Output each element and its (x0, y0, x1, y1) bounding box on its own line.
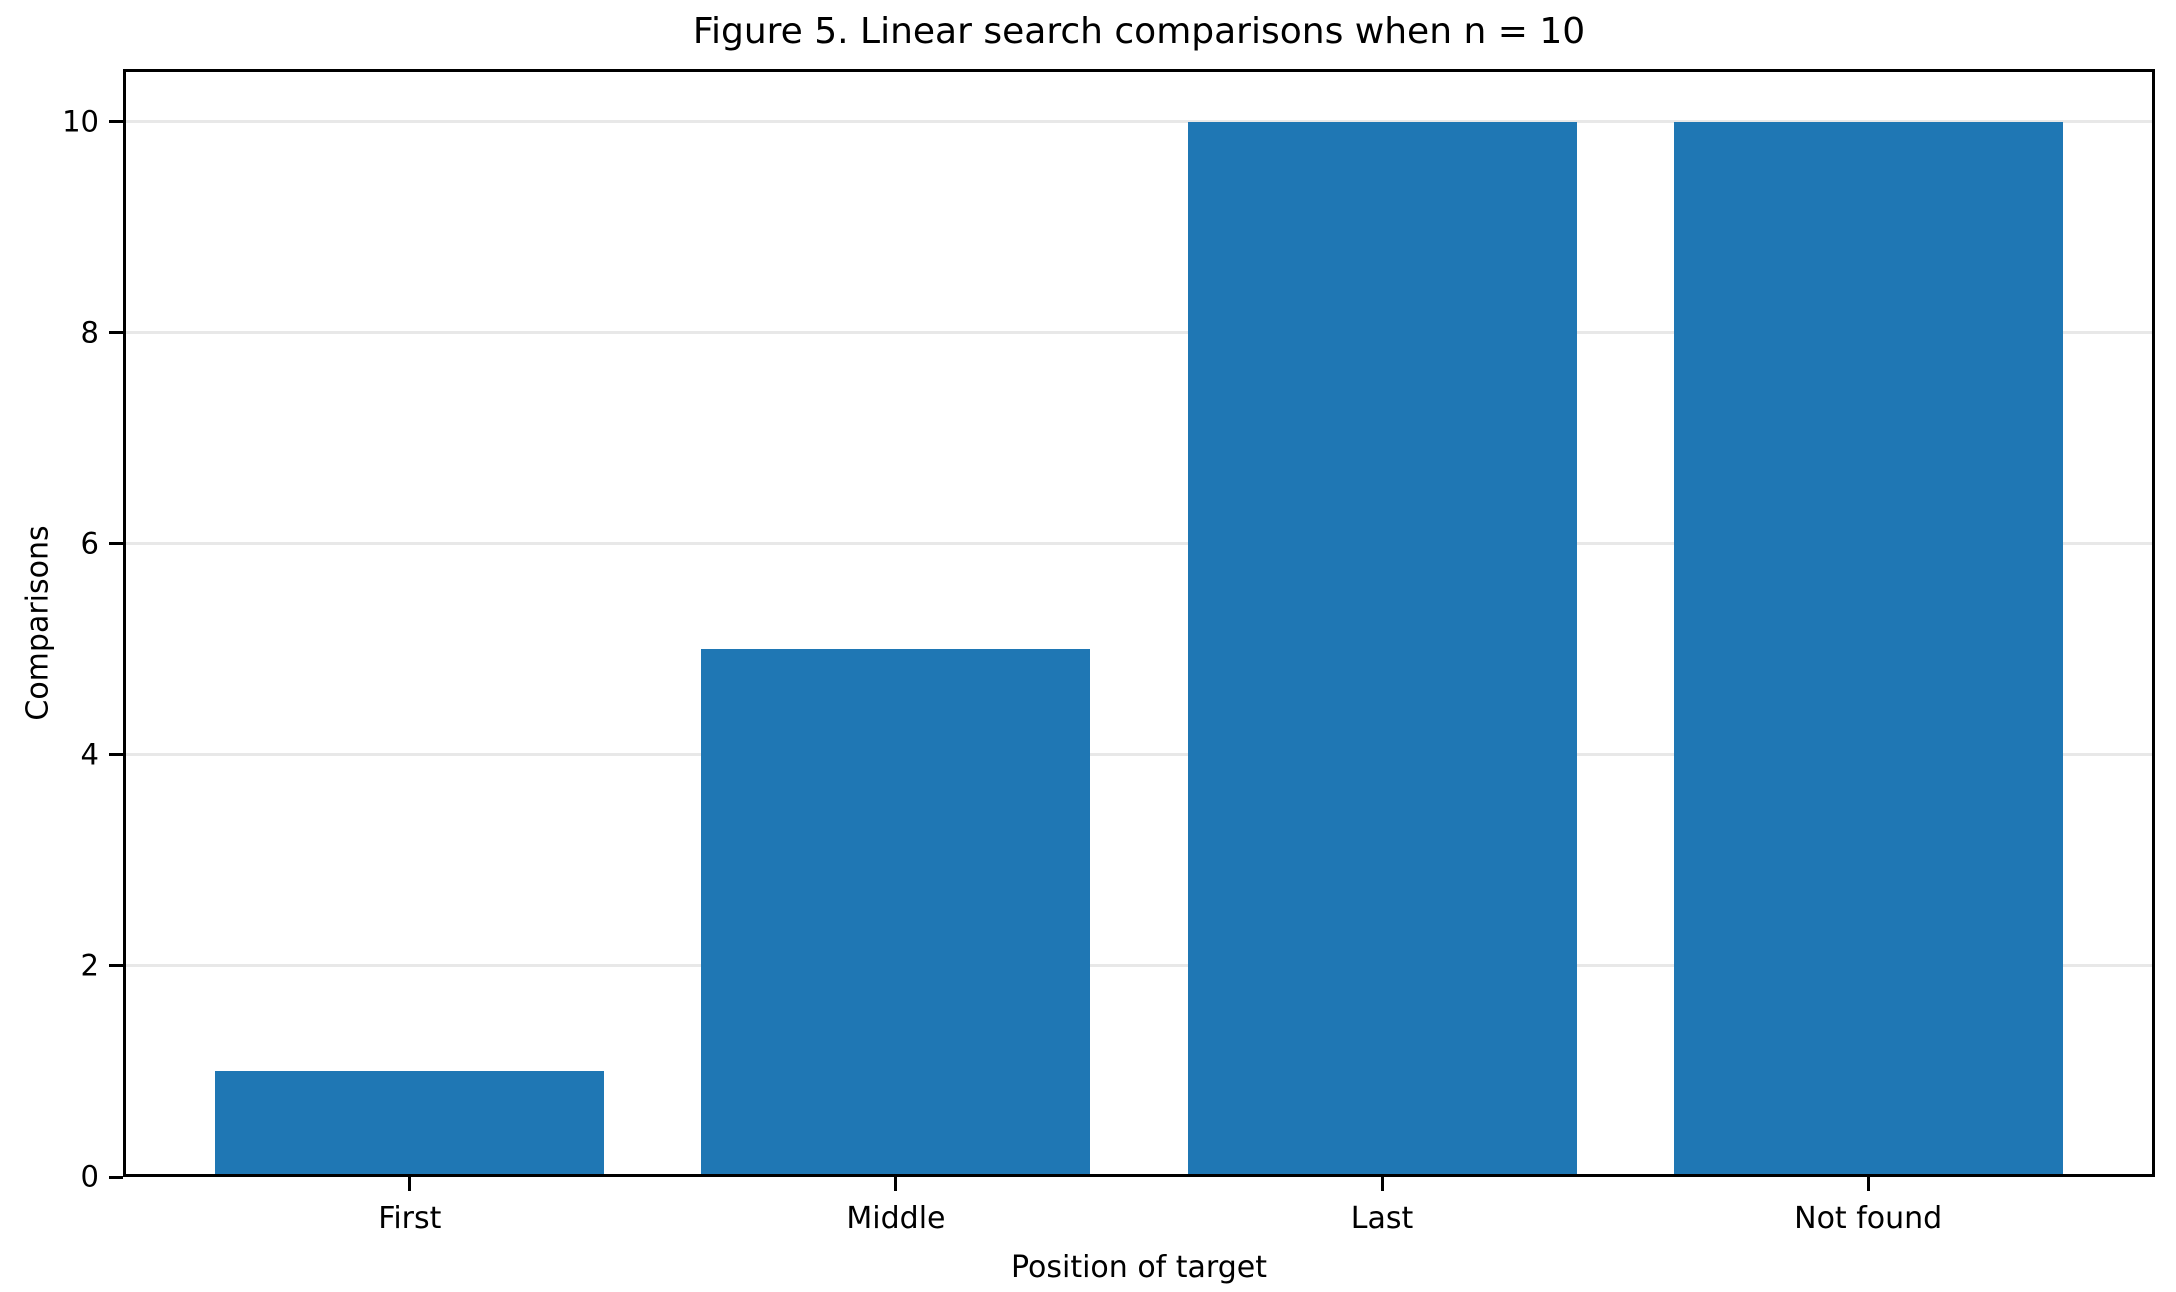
gridline-y-2 (123, 964, 2155, 968)
x-tick-mark-last (1380, 1177, 1384, 1191)
y-tick-label-8: 8 (80, 315, 99, 350)
gridline-y-4 (123, 753, 2155, 757)
bar-last (1187, 121, 1577, 1177)
y-tick-label-6: 6 (80, 526, 99, 561)
x-tick-mark-middle (894, 1177, 898, 1191)
gridline-y-8 (123, 331, 2155, 335)
y-axis-label: Comparisons (20, 525, 56, 721)
x-tick-mark-not-found (1866, 1177, 1870, 1191)
chart-title: Figure 5. Linear search comparisons when… (692, 11, 1586, 52)
x-tick-label-not-found: Not found (1794, 1201, 1943, 1236)
y-tick-mark-2 (109, 964, 123, 968)
bar-first (215, 1071, 605, 1177)
y-tick-mark-0 (109, 1175, 123, 1179)
y-tick-mark-4 (109, 753, 123, 757)
y-tick-label-10: 10 (62, 104, 99, 139)
y-tick-label-2: 2 (80, 948, 99, 983)
y-tick-mark-6 (109, 542, 123, 546)
bar-not-found (1673, 121, 2063, 1177)
y-tick-mark-8 (109, 331, 123, 335)
gridline-y-10 (123, 120, 2155, 124)
bar-middle (701, 649, 1091, 1177)
x-axis-label: Position of target (1010, 1250, 1267, 1285)
gridline-y-6 (123, 542, 2155, 546)
y-tick-mark-10 (109, 120, 123, 124)
plot-area: 0 2 4 6 8 10 First Middle Last Not found (62, 69, 2155, 1235)
y-tick-label-0: 0 (80, 1159, 99, 1194)
x-tick-mark-first (408, 1177, 412, 1191)
x-tick-label-first: First (378, 1201, 442, 1236)
y-tick-label-4: 4 (80, 737, 99, 772)
x-tick-label-last: Last (1350, 1201, 1414, 1236)
x-tick-label-middle: Middle (846, 1201, 946, 1236)
